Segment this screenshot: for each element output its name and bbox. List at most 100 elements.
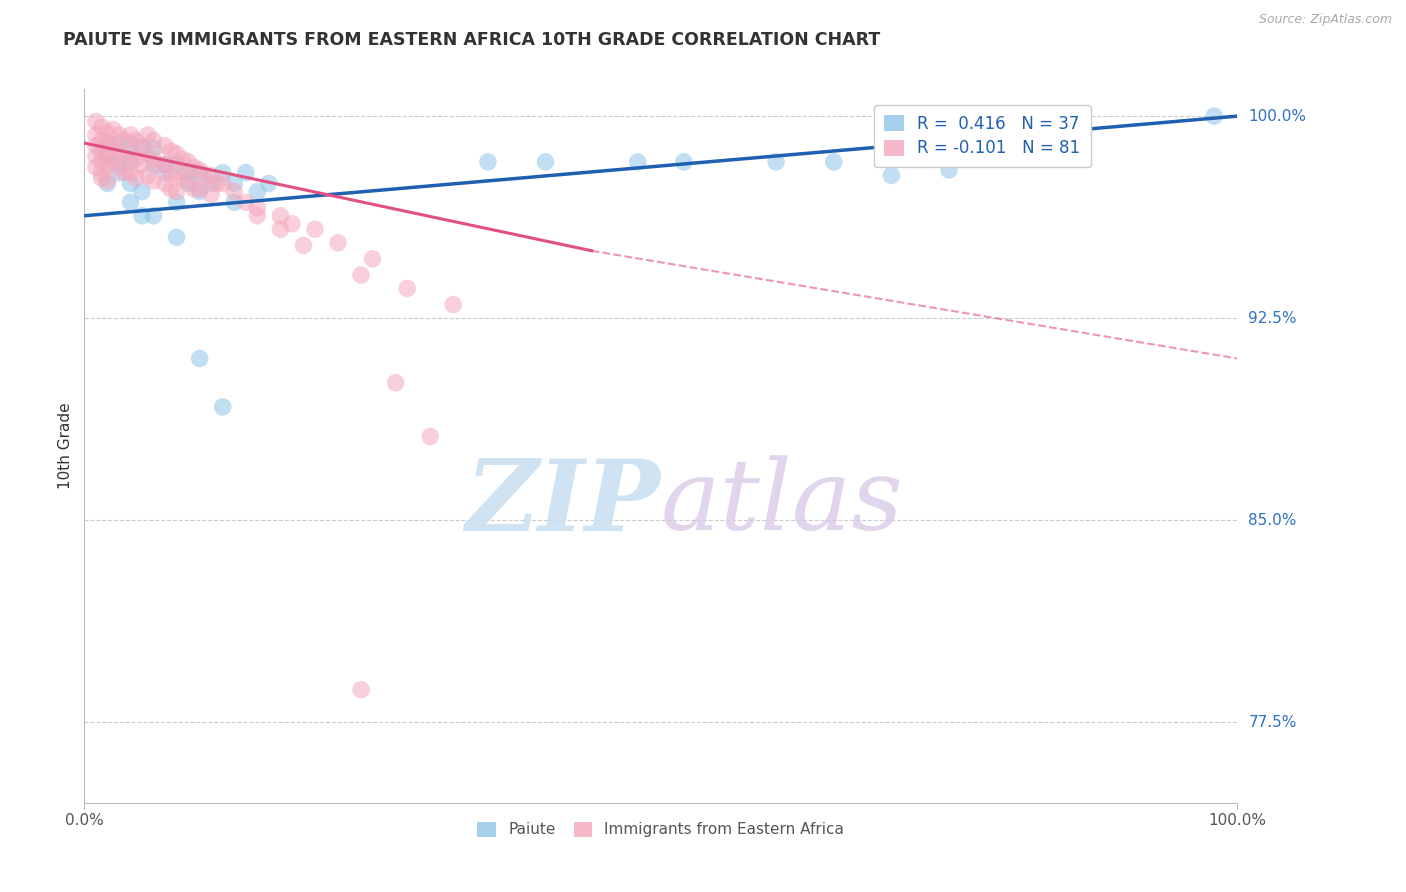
- Point: [235, 166, 257, 180]
- Point: [108, 136, 131, 150]
- Point: [281, 217, 304, 231]
- Point: [938, 163, 960, 178]
- Point: [194, 171, 217, 186]
- Point: [172, 171, 194, 186]
- Point: [125, 152, 148, 166]
- Point: [108, 155, 131, 169]
- Point: [177, 177, 200, 191]
- Point: [125, 133, 148, 147]
- Point: [84, 161, 107, 175]
- Point: [90, 133, 112, 147]
- Point: [246, 185, 269, 199]
- Point: [120, 128, 142, 142]
- Point: [125, 171, 148, 186]
- Point: [96, 174, 118, 188]
- Point: [142, 158, 165, 172]
- Point: [765, 155, 787, 169]
- Point: [114, 166, 136, 180]
- Point: [1031, 149, 1053, 163]
- Point: [166, 195, 188, 210]
- Point: [823, 155, 845, 169]
- Point: [903, 141, 925, 155]
- Point: [1064, 149, 1087, 163]
- Point: [148, 158, 170, 172]
- Point: [246, 201, 269, 215]
- Point: [103, 155, 124, 169]
- Point: [131, 185, 153, 199]
- Point: [131, 138, 153, 153]
- Text: 85.0%: 85.0%: [1249, 513, 1296, 527]
- Point: [108, 161, 131, 175]
- Point: [166, 146, 188, 161]
- Point: [142, 133, 165, 147]
- Point: [166, 158, 188, 172]
- Point: [534, 155, 557, 169]
- Text: 77.5%: 77.5%: [1249, 714, 1296, 730]
- Point: [136, 169, 159, 183]
- Point: [211, 400, 233, 414]
- Text: ZIP: ZIP: [465, 455, 661, 551]
- Point: [177, 155, 200, 169]
- Point: [188, 182, 211, 196]
- Legend: Paiute, Immigrants from Eastern Africa: Paiute, Immigrants from Eastern Africa: [470, 814, 852, 845]
- Point: [84, 114, 107, 128]
- Text: PAIUTE VS IMMIGRANTS FROM EASTERN AFRICA 10TH GRADE CORRELATION CHART: PAIUTE VS IMMIGRANTS FROM EASTERN AFRICA…: [63, 31, 880, 49]
- Point: [131, 209, 153, 223]
- Point: [96, 158, 118, 172]
- Point: [160, 144, 183, 158]
- Point: [160, 182, 183, 196]
- Point: [224, 195, 246, 210]
- Point: [246, 209, 269, 223]
- Point: [136, 128, 159, 142]
- Point: [108, 166, 131, 180]
- Point: [120, 136, 142, 150]
- Point: [120, 177, 142, 191]
- Point: [90, 144, 112, 158]
- Point: [224, 185, 246, 199]
- Point: [166, 185, 188, 199]
- Point: [396, 281, 419, 295]
- Point: [177, 174, 200, 188]
- Point: [103, 138, 124, 153]
- Point: [183, 182, 205, 196]
- Point: [200, 187, 222, 202]
- Point: [361, 252, 384, 266]
- Point: [142, 141, 165, 155]
- Point: [350, 682, 373, 697]
- Point: [350, 268, 373, 282]
- Point: [96, 149, 118, 163]
- Point: [153, 177, 176, 191]
- Point: [96, 177, 118, 191]
- Text: atlas: atlas: [661, 456, 904, 550]
- Point: [188, 185, 211, 199]
- Point: [96, 146, 118, 161]
- Point: [96, 125, 118, 139]
- Point: [84, 138, 107, 153]
- Point: [188, 351, 211, 366]
- Point: [441, 298, 464, 312]
- Point: [211, 177, 233, 191]
- Point: [938, 141, 960, 155]
- Point: [90, 155, 112, 169]
- Point: [90, 120, 112, 134]
- Point: [326, 235, 349, 250]
- Point: [131, 141, 153, 155]
- Point: [384, 376, 406, 390]
- Point: [166, 230, 188, 244]
- Point: [269, 209, 291, 223]
- Point: [200, 169, 222, 183]
- Point: [160, 166, 183, 180]
- Point: [142, 209, 165, 223]
- Point: [120, 146, 142, 161]
- Point: [304, 222, 326, 236]
- Point: [292, 238, 315, 252]
- Point: [153, 158, 176, 172]
- Point: [142, 152, 165, 166]
- Point: [131, 158, 153, 172]
- Point: [995, 141, 1018, 155]
- Point: [177, 166, 200, 180]
- Point: [153, 158, 176, 172]
- Point: [627, 155, 650, 169]
- Point: [257, 177, 280, 191]
- Point: [153, 166, 176, 180]
